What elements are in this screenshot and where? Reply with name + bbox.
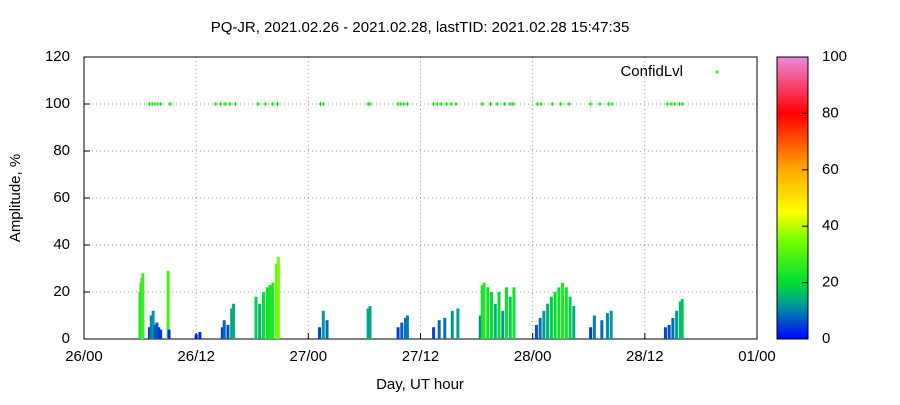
confid-point <box>401 102 406 106</box>
confid-point <box>368 102 373 106</box>
confid-point <box>255 102 260 106</box>
confid-point <box>275 102 280 106</box>
colorbar-tick-label: 40 <box>822 217 839 234</box>
x-axis-label: Day, UT hour <box>376 376 464 393</box>
confid-point <box>444 102 449 106</box>
chart-title: PQ-JR, 2021.02.26 - 2021.02.28, lastTID:… <box>211 19 630 36</box>
confid-point <box>672 102 677 106</box>
confid-point <box>597 102 602 106</box>
confid-point <box>405 102 410 106</box>
confid-point <box>488 102 493 106</box>
confid-point <box>213 102 218 106</box>
colorbar-tick-label: 0 <box>822 330 830 347</box>
confid-point <box>502 102 507 106</box>
y-tick-label: 80 <box>53 142 70 159</box>
confid-point <box>567 102 572 106</box>
confid-point <box>511 102 516 106</box>
confid-point <box>665 102 670 106</box>
y-tick-label: 0 <box>62 330 70 347</box>
x-tick-label: 28/12 <box>626 348 664 365</box>
confid-point <box>495 102 500 106</box>
confid-point <box>535 102 540 106</box>
confid-point <box>227 102 232 106</box>
colorbar-tick-label: 80 <box>822 104 839 121</box>
confid-point <box>218 102 223 106</box>
y-tick-label: 100 <box>45 95 70 112</box>
confid-point <box>431 102 436 106</box>
legend-marker <box>715 70 719 74</box>
confid-point <box>669 102 674 106</box>
colorbar-tick-label: 60 <box>822 161 839 178</box>
x-tick-label: 28/00 <box>514 348 552 365</box>
x-tick-label: 27/12 <box>402 348 440 365</box>
colorbar-tick-label: 100 <box>822 48 847 65</box>
y-tick-label: 60 <box>53 189 70 206</box>
confid-point <box>439 102 444 106</box>
y-tick-label: 40 <box>53 236 70 253</box>
confid-point <box>606 102 611 106</box>
confid-point <box>610 102 615 106</box>
confid-point <box>167 102 172 106</box>
confid-point <box>223 102 228 106</box>
y-tick-label: 120 <box>45 48 70 65</box>
confid-point <box>454 102 459 106</box>
confid-point <box>270 102 275 106</box>
x-tick-label: 01/00 <box>738 348 776 365</box>
confid-point <box>321 102 326 106</box>
colorbar <box>776 56 809 340</box>
confid-point <box>435 102 440 106</box>
confid-point <box>480 102 485 106</box>
confid-point <box>550 102 555 106</box>
plot-frame <box>83 56 758 340</box>
colorbar-tick-label: 20 <box>822 274 839 291</box>
confid-point <box>539 102 544 106</box>
confid-point <box>263 102 268 106</box>
x-tick-label: 26/12 <box>177 348 215 365</box>
x-tick-label: 26/00 <box>65 348 103 365</box>
confid-point <box>449 102 454 106</box>
x-tick-label: 27/00 <box>290 348 328 365</box>
confid-point <box>558 102 563 106</box>
y-axis-label: Amplitude, % <box>7 154 24 242</box>
confid-point <box>233 102 238 106</box>
confid-point <box>158 102 163 106</box>
confid-point <box>680 102 685 106</box>
y-tick-label: 20 <box>53 283 70 300</box>
confid-point <box>588 102 593 106</box>
legend-label: ConfidLvl <box>620 63 683 80</box>
